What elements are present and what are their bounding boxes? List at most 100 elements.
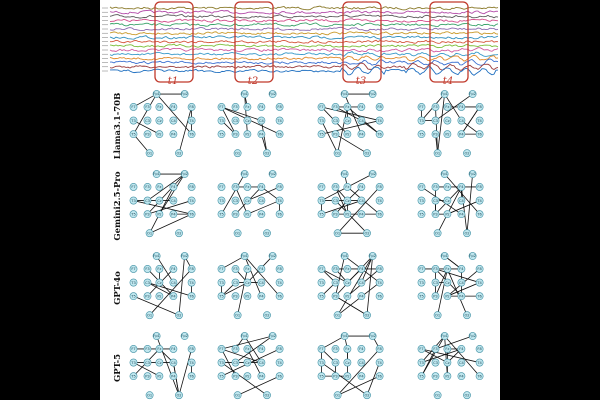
electrode-node (343, 372, 352, 381)
electrode-node (331, 345, 340, 353)
electrode-label: O1 (147, 231, 152, 235)
electrode-label: F4 (171, 347, 176, 351)
electrode-label: Pz (157, 374, 161, 378)
electrode-label: O2 (264, 313, 269, 317)
electrode-node (457, 116, 466, 125)
graph-edge (244, 255, 280, 297)
electrode-label: F7 (419, 185, 423, 189)
electrode-node (143, 265, 152, 273)
electrode-node (263, 311, 271, 320)
electrode-node (417, 345, 426, 353)
electrode-label: T4 (376, 281, 382, 285)
eeg-trace (109, 58, 499, 66)
electrode-label: Fp1 (341, 172, 348, 176)
electrode-node (180, 170, 189, 178)
graph-edge (237, 375, 280, 396)
electrode-label: O1 (147, 313, 152, 317)
electrode-node (463, 311, 471, 320)
electrode-node (175, 149, 183, 158)
electrode-label: F3 (145, 347, 149, 351)
electrode-node (169, 210, 178, 219)
electrode-node (233, 311, 242, 320)
electrode-node (243, 210, 252, 219)
electrode-node (233, 391, 242, 400)
electrode-label: T6 (476, 294, 482, 298)
electrode-node (145, 149, 154, 158)
electrode-node (187, 196, 196, 205)
electrode-label: P3 (233, 374, 237, 378)
electrode-node (155, 210, 164, 219)
electrode-node (217, 130, 226, 139)
electrode-label: C3 (333, 119, 338, 123)
electrode-label: T3 (130, 199, 135, 203)
electrode-label: T6 (476, 212, 482, 216)
electrode-node (169, 116, 178, 125)
electrode-node (175, 311, 183, 320)
electrode-node (263, 149, 271, 158)
graph-edge (156, 93, 192, 135)
electrode-label: F3 (433, 105, 437, 109)
electrode-label: F8 (277, 185, 282, 189)
electrode-label: T6 (376, 374, 382, 378)
graph-edge (133, 200, 192, 215)
electrode-node (417, 372, 426, 381)
electrode-node (417, 292, 426, 301)
electrode-label: Pz (445, 294, 449, 298)
electrode-node (457, 372, 466, 381)
electrode-node (275, 103, 284, 111)
electrode-node (357, 196, 366, 205)
electrode-node (417, 358, 426, 367)
eeg-trace (109, 54, 499, 62)
electrode-label: C4 (259, 199, 265, 203)
electrode-node (217, 292, 226, 301)
electrode-label: T5 (418, 212, 423, 216)
time-window-label: t4 (443, 76, 453, 87)
electrode-node (343, 358, 352, 367)
electrode-label: Fz (445, 267, 449, 271)
electrode-node (333, 311, 342, 320)
connectivity-graph: Fp1 Fp2 F7 F3 Fz F4 F8 T3 C3 Cz C4 T4 T5 P3 Pz P4 T6 O1 O2 (129, 90, 196, 158)
graph-edge (337, 348, 380, 396)
electrode-label: F4 (359, 105, 364, 109)
graph-edge (147, 282, 192, 297)
electrode-label: T5 (418, 294, 423, 298)
time-window-label: t3 (356, 76, 366, 87)
electrode-node (217, 265, 226, 273)
electrode-label: Fp1 (153, 172, 160, 176)
connectivity-graph: Fp1 Fp2 F7 F3 Fz F4 F8 T3 C3 Cz C4 T4 T5 P3 Pz P4 T6 O1 O2 (417, 332, 484, 400)
electrode-node (317, 183, 326, 191)
electrode-node (357, 265, 366, 273)
electrode-label: Fp2 (469, 254, 476, 258)
graph-edge (221, 106, 262, 121)
electrode-node (275, 116, 284, 125)
electrode-node (169, 372, 178, 381)
graph-edge (235, 186, 248, 215)
model-label: Llama3.1-70B (113, 93, 123, 160)
electrode-node (217, 278, 226, 287)
electrode-node (180, 90, 189, 98)
graph-edge (221, 335, 273, 350)
graph-edge (178, 348, 192, 396)
electrode-label: T4 (276, 361, 282, 365)
electrode-label: C3 (145, 199, 150, 203)
electrode-label: T5 (218, 212, 223, 216)
electrode-node (343, 345, 352, 353)
electrode-node (331, 196, 340, 205)
electrode-node (443, 265, 452, 273)
graph-edge (435, 106, 438, 154)
electrode-label: P4 (459, 132, 464, 136)
eeg-trace (109, 9, 499, 15)
graph-edge (133, 93, 157, 135)
graph-edge (337, 282, 380, 316)
electrode-label: Pz (445, 132, 449, 136)
electrode-node (257, 372, 266, 381)
electrode-label: T3 (418, 119, 423, 123)
electrode-label: P4 (359, 374, 364, 378)
electrode-node (152, 252, 161, 260)
graph-edge (335, 186, 348, 215)
electrode-label: F3 (233, 267, 237, 271)
electrode-node (440, 252, 449, 260)
electrode-node (257, 278, 266, 287)
graph-edge (221, 362, 268, 396)
electrode-label: O1 (435, 151, 440, 155)
